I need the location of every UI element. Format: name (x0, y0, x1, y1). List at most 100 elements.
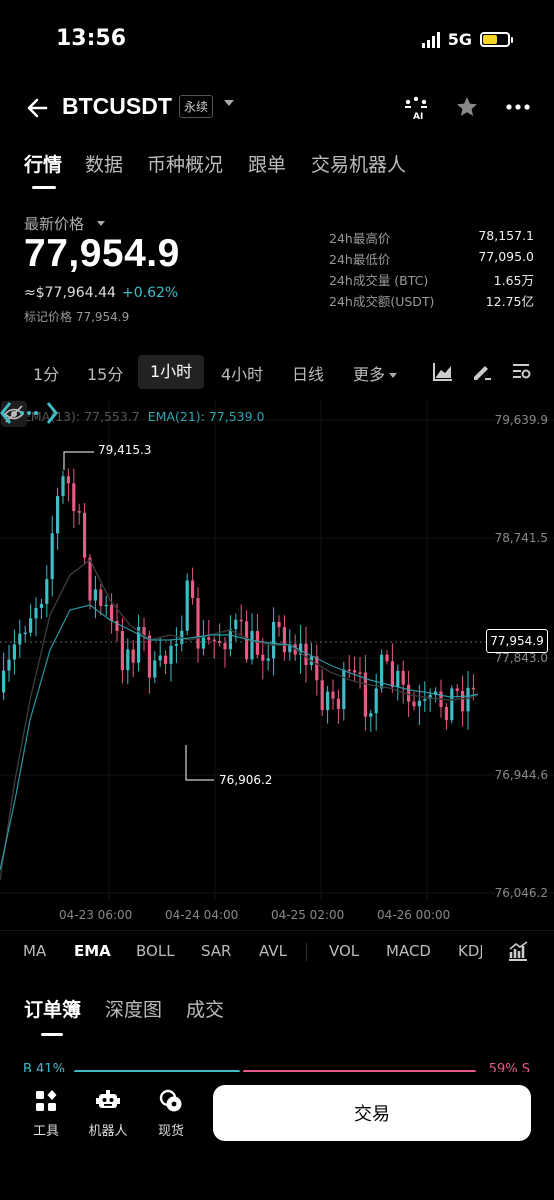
draw-tool-icon[interactable] (471, 360, 493, 382)
low-price-label: 76,906.2 (219, 773, 273, 787)
candle-body (212, 639, 216, 642)
candle-body (72, 483, 76, 512)
candle-body (250, 631, 254, 660)
candle-body (83, 512, 87, 558)
stat-row: 24h成交额(USDT) 12.75亿 (329, 294, 534, 309)
nav-robot-label: 机器人 (88, 1124, 128, 1139)
candle-body (196, 598, 200, 649)
indicator-ema[interactable]: EMA (74, 942, 111, 960)
tab-order-book[interactable]: 订单簿 (24, 999, 82, 1021)
tools-icon (36, 1090, 57, 1111)
tab-trading-bots[interactable]: 交易机器人 (311, 154, 407, 176)
tab-trades[interactable]: 成交 (186, 999, 225, 1021)
candle-body (2, 670, 6, 693)
status-icons: 5G (421, 30, 513, 49)
pair-dropdown-icon[interactable] (224, 100, 234, 106)
more-options-icon[interactable] (505, 96, 531, 118)
candle-body (428, 694, 432, 700)
signal-icon (421, 31, 440, 48)
candle-body (61, 476, 65, 497)
battery-icon (480, 32, 513, 47)
interval-1d[interactable]: 日线 (292, 365, 325, 384)
chart-canvas[interactable] (0, 400, 554, 930)
candle-body (174, 644, 178, 646)
interval-4h[interactable]: 4小时 (221, 365, 264, 384)
tab-copy-trading[interactable]: 跟单 (248, 154, 287, 176)
candle-body (104, 604, 108, 607)
perpetual-badge: 永续 (179, 95, 214, 118)
stat-row: 24h最高价 78,157.1 (329, 228, 534, 246)
bottom-bar: 工具 机器人 现货 交易 (0, 1072, 554, 1200)
pair-title[interactable]: BTCUSDT (62, 93, 172, 119)
candle-body (228, 629, 232, 650)
candle-body (234, 619, 238, 630)
interval-bar: 1分 15分 1小时 4小时 日线 更多 (0, 355, 554, 389)
candle-body (93, 589, 97, 601)
candle-body (266, 658, 270, 661)
candle-body (401, 670, 405, 685)
tab-depth-chart[interactable]: 深度图 (105, 999, 163, 1021)
candle-body (223, 643, 227, 650)
tab-market[interactable]: 行情 (24, 154, 63, 176)
candle-body (342, 669, 346, 709)
latest-price-label[interactable]: 最新价格 (24, 215, 85, 233)
nav-tools[interactable]: 工具 (16, 1088, 76, 1139)
candle-body (444, 707, 448, 721)
chart-type-icon[interactable] (432, 360, 454, 382)
indicator-ma[interactable]: MA (23, 942, 47, 960)
indicator-vol[interactable]: VOL (329, 942, 360, 960)
interval-15m[interactable]: 15分 (87, 365, 124, 384)
candle-body (164, 655, 168, 664)
candle-body (23, 632, 27, 635)
candle-body (385, 654, 389, 662)
candle-body (450, 688, 454, 721)
interval-1h[interactable]: 1小时 (138, 355, 205, 389)
candlestick-chart[interactable]: EMA(13): 77,553.7 EMA(21): 77,539.0 79,63… (0, 400, 554, 930)
candle-body (115, 620, 119, 631)
favorite-star-icon[interactable] (455, 95, 479, 119)
indicator-boll[interactable]: BOLL (136, 942, 175, 960)
indicator-sar[interactable]: SAR (201, 942, 232, 960)
trade-button[interactable]: 交易 (213, 1085, 531, 1141)
high-price-label: 79,415.3 (98, 443, 152, 457)
candle-body (142, 627, 146, 636)
nav-spot[interactable]: 现货 (141, 1088, 201, 1139)
candle-body (50, 533, 54, 580)
tab-data[interactable]: 数据 (85, 154, 124, 176)
y-axis-label: 78,741.5 (494, 531, 548, 545)
header: BTCUSDT 永续 AI (0, 86, 554, 130)
interval-1m[interactable]: 1分 (33, 365, 60, 384)
current-price-tag[interactable]: 77,954.9 (486, 629, 548, 653)
indicator-settings-icon[interactable] (507, 940, 529, 962)
indicator-avl[interactable]: AVL (259, 942, 287, 960)
price-type-dropdown-icon[interactable] (97, 221, 105, 226)
interval-more[interactable]: 更多 (353, 361, 398, 385)
candle-body (466, 687, 470, 712)
indicator-macd[interactable]: MACD (386, 942, 431, 960)
chart-settings-icon[interactable] (510, 360, 532, 382)
back-arrow-icon[interactable] (24, 94, 52, 122)
candle-body (358, 672, 362, 674)
candle-body (461, 690, 465, 712)
nav-spot-label: 现货 (157, 1124, 184, 1139)
candle-body (39, 603, 43, 608)
candle-body (158, 655, 162, 661)
tab-coin-overview[interactable]: 币种概况 (147, 154, 224, 176)
candle-body (7, 659, 11, 671)
indicator-kdj[interactable]: KDJ (458, 942, 482, 960)
ai-assistant-icon[interactable]: AI (400, 94, 432, 122)
candle-body (131, 649, 135, 663)
y-axis-label: 77,843.0 (494, 651, 548, 665)
candle-body (336, 698, 340, 709)
spot-icon (159, 1089, 182, 1112)
scroll-latest-icon[interactable] (0, 400, 58, 426)
candle-body (153, 660, 157, 678)
tab-underline (32, 186, 56, 189)
price-change: +0.62% (122, 285, 179, 301)
candle-body (363, 672, 367, 717)
low-marker (185, 745, 214, 781)
candle-body (169, 645, 173, 664)
nav-robot[interactable]: 机器人 (78, 1088, 138, 1139)
candle-body (288, 644, 292, 653)
candle-body (390, 661, 394, 687)
